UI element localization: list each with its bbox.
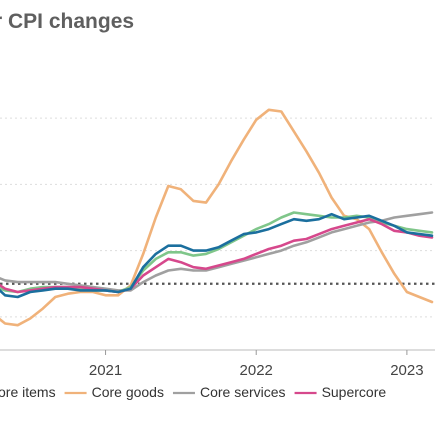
gridlines [0,117,435,351]
legend: ore items Core goods Core services Supercor… [0,384,386,400]
legend-label: ore items [0,384,56,400]
series-lines [0,108,434,327]
legend-label: Core goods [92,384,164,400]
series-line [0,217,434,294]
series-line [0,108,434,327]
legend-label: Supercore [322,384,387,400]
x-tick-label: 2022 [240,362,273,379]
x-axis-ticks: 2021 2022 2023 [89,350,424,379]
series-line [0,211,434,294]
x-tick-label: 2023 [390,362,423,379]
chart-title: r CPI changes [0,10,135,33]
series-line [0,212,434,299]
series-line [0,211,434,292]
x-tick-label: 2021 [89,362,122,379]
legend-label: Core services [200,384,286,400]
